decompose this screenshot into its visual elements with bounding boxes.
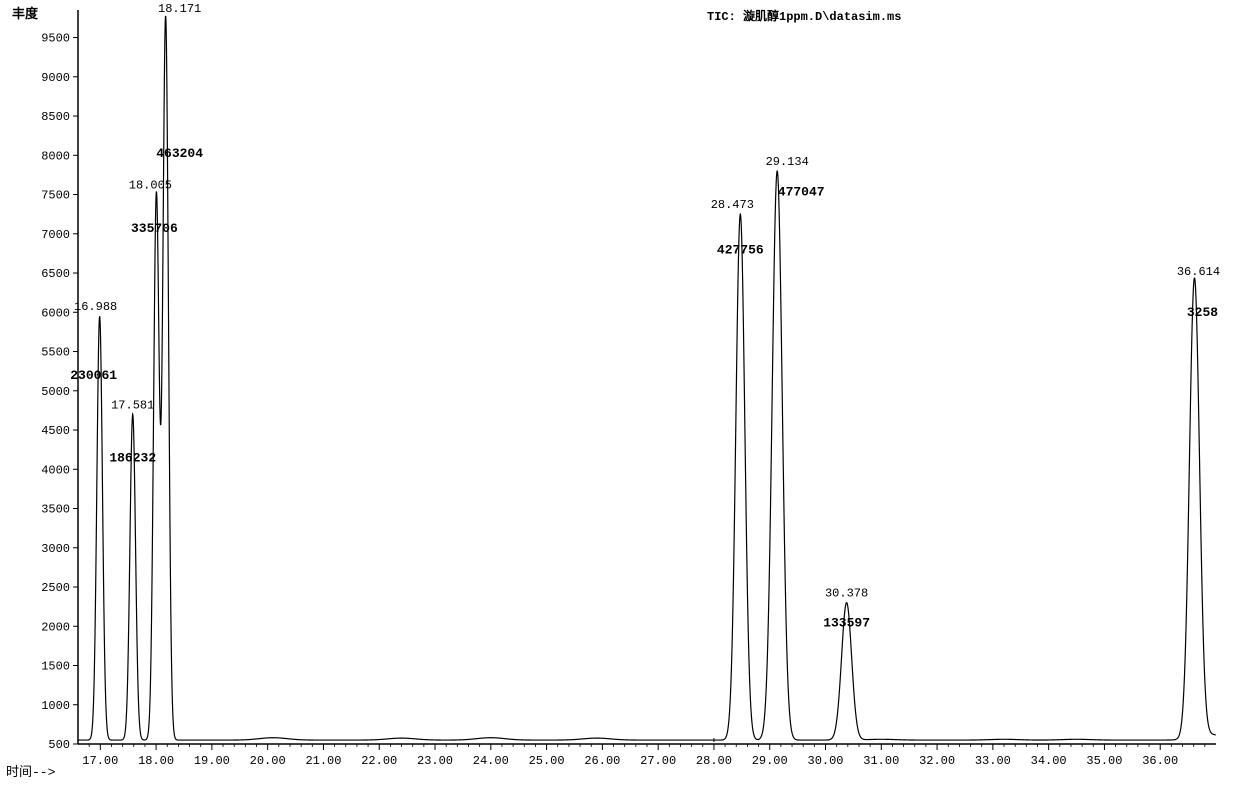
x-tick-label: 28.00 [696,754,732,768]
y-tick-label: 1500 [41,660,70,674]
y-tick-label: 6500 [41,267,70,281]
x-tick-label: 30.00 [808,754,844,768]
y-tick-label: 3500 [41,503,70,517]
peak-rt-label: 16.988 [74,300,117,314]
y-tick-label: 4000 [41,463,70,477]
peak-area-label: 477047 [778,184,825,199]
y-tick-label: 2500 [41,581,70,595]
chart-title: TIC: 漩肌醇1ppm.D\datasim.ms [707,8,901,24]
x-tick-label: 20.00 [250,754,286,768]
x-tick-label: 35.00 [1086,754,1122,768]
x-tick-label: 32.00 [919,754,955,768]
peak-area-label: 186232 [109,450,156,465]
x-axis-label: 时间--> [6,765,56,780]
peak-rt-label: 18.171 [158,2,201,16]
y-tick-label: 1000 [41,699,70,713]
y-tick-label: 8500 [41,110,70,124]
peak-rt-label: 29.134 [766,155,809,169]
x-tick-label: 24.00 [473,754,509,768]
x-tick-label: 18.00 [138,754,174,768]
y-tick-label: 5500 [41,346,70,360]
x-tick-label: 27.00 [640,754,676,768]
x-tick-label: 17.00 [82,754,118,768]
x-tick-label: 33.00 [975,754,1011,768]
peak-area-label: 427756 [717,242,764,257]
x-tick-label: 23.00 [417,754,453,768]
y-tick-label: 6000 [41,306,70,320]
peak-area-label: 463204 [156,146,203,161]
peak-rt-label: 17.581 [111,398,154,412]
chart-svg: TIC: 漩肌醇1ppm.D\datasim.ms 丰度时间--> 500 1000 1… [0,0,1240,786]
peak-area-label: 230061 [70,368,117,383]
chromatogram-chart: TIC: 漩肌醇1ppm.D\datasim.ms 丰度时间--> 500 1000 1… [0,0,1240,786]
x-tick-label: 19.00 [194,754,230,768]
peak-area-label: 3258 [1187,305,1218,320]
x-tick-label: 34.00 [1031,754,1067,768]
x-tick-label: 26.00 [584,754,620,768]
y-tick-label: 5000 [41,385,70,399]
peak-area-label: 335706 [131,221,178,236]
x-tick-label: 25.00 [529,754,565,768]
y-tick-label: 9500 [41,32,70,46]
peak-rt-label: 18.005 [129,179,172,193]
x-tick-label: 31.00 [863,754,899,768]
peak-rt-label: 28.473 [711,198,754,212]
y-tick-label: 7000 [41,228,70,242]
y-tick-label: 8000 [41,149,70,163]
y-tick-label: 500 [48,738,70,752]
y-tick-label: 9000 [41,71,70,85]
x-tick-label: 21.00 [305,754,341,768]
x-tick-label: 22.00 [361,754,397,768]
peak-rt-label: 36.614 [1177,265,1220,279]
y-tick-label: 2000 [41,620,70,634]
peak-rt-label: 30.378 [825,587,868,601]
x-tick-label: 29.00 [752,754,788,768]
x-tick-label: 36.00 [1142,754,1178,768]
y-tick-label: 7500 [41,189,70,203]
y-axis-label: 丰度 [12,6,39,22]
y-tick-label: 4500 [41,424,70,438]
y-tick-label: 3000 [41,542,70,556]
peak-area-label: 133597 [823,615,870,630]
